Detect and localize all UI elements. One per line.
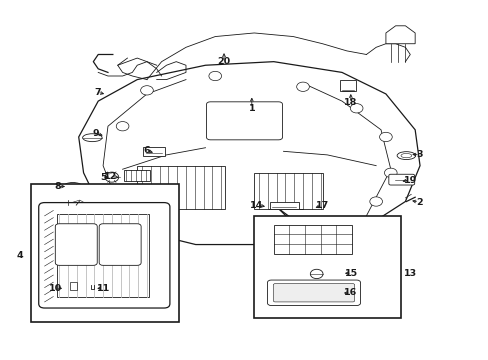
Text: 17: 17 xyxy=(315,201,328,210)
Polygon shape xyxy=(79,62,419,244)
Circle shape xyxy=(369,197,382,206)
Text: 19: 19 xyxy=(403,176,416,185)
FancyBboxPatch shape xyxy=(267,280,360,306)
Bar xyxy=(273,225,351,253)
Text: 20: 20 xyxy=(217,57,230,66)
Text: 10: 10 xyxy=(49,284,62,293)
Bar xyxy=(70,282,77,290)
Bar xyxy=(339,80,355,91)
Bar xyxy=(57,214,149,297)
Ellipse shape xyxy=(396,152,415,159)
Text: 16: 16 xyxy=(344,288,357,297)
Ellipse shape xyxy=(400,153,411,158)
Bar xyxy=(123,170,150,181)
Circle shape xyxy=(310,269,323,279)
Circle shape xyxy=(349,104,362,113)
Text: 15: 15 xyxy=(345,269,358,278)
Text: 11: 11 xyxy=(96,284,109,293)
Circle shape xyxy=(384,168,396,177)
Circle shape xyxy=(296,82,309,91)
Text: 8: 8 xyxy=(55,182,61,191)
Bar xyxy=(254,173,322,209)
Ellipse shape xyxy=(82,134,102,141)
Bar xyxy=(31,184,178,321)
Circle shape xyxy=(105,172,119,182)
Text: 9: 9 xyxy=(92,129,99,138)
Text: 5: 5 xyxy=(100,173,106,182)
FancyBboxPatch shape xyxy=(55,224,97,265)
Text: 18: 18 xyxy=(344,98,357,107)
FancyBboxPatch shape xyxy=(39,203,169,308)
Text: 3: 3 xyxy=(416,150,423,159)
Circle shape xyxy=(141,86,153,95)
Bar xyxy=(254,216,400,318)
Bar xyxy=(269,202,299,210)
Text: 6: 6 xyxy=(143,146,150,155)
Text: 14: 14 xyxy=(249,201,263,210)
FancyBboxPatch shape xyxy=(99,224,141,265)
Ellipse shape xyxy=(63,183,82,190)
Bar xyxy=(143,147,164,156)
Circle shape xyxy=(116,122,129,131)
Bar xyxy=(137,166,224,209)
Text: 2: 2 xyxy=(415,198,422,207)
Text: 7: 7 xyxy=(94,87,101,96)
Ellipse shape xyxy=(67,184,78,189)
FancyBboxPatch shape xyxy=(388,174,414,185)
Text: 1: 1 xyxy=(248,104,255,113)
Circle shape xyxy=(208,71,221,81)
Text: 12: 12 xyxy=(103,172,117,181)
Text: 4: 4 xyxy=(17,251,23,260)
FancyBboxPatch shape xyxy=(206,102,282,140)
Text: 13: 13 xyxy=(403,269,416,278)
Polygon shape xyxy=(385,26,414,44)
FancyBboxPatch shape xyxy=(273,284,354,302)
Circle shape xyxy=(379,132,391,141)
